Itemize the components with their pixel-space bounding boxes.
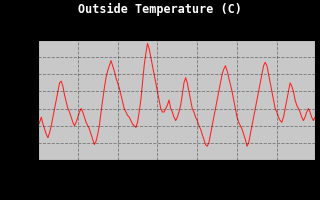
Text: Outside Temperature (C): Outside Temperature (C) — [78, 3, 242, 16]
Text: 2011 - 2012: 2011 - 2012 — [131, 29, 189, 38]
